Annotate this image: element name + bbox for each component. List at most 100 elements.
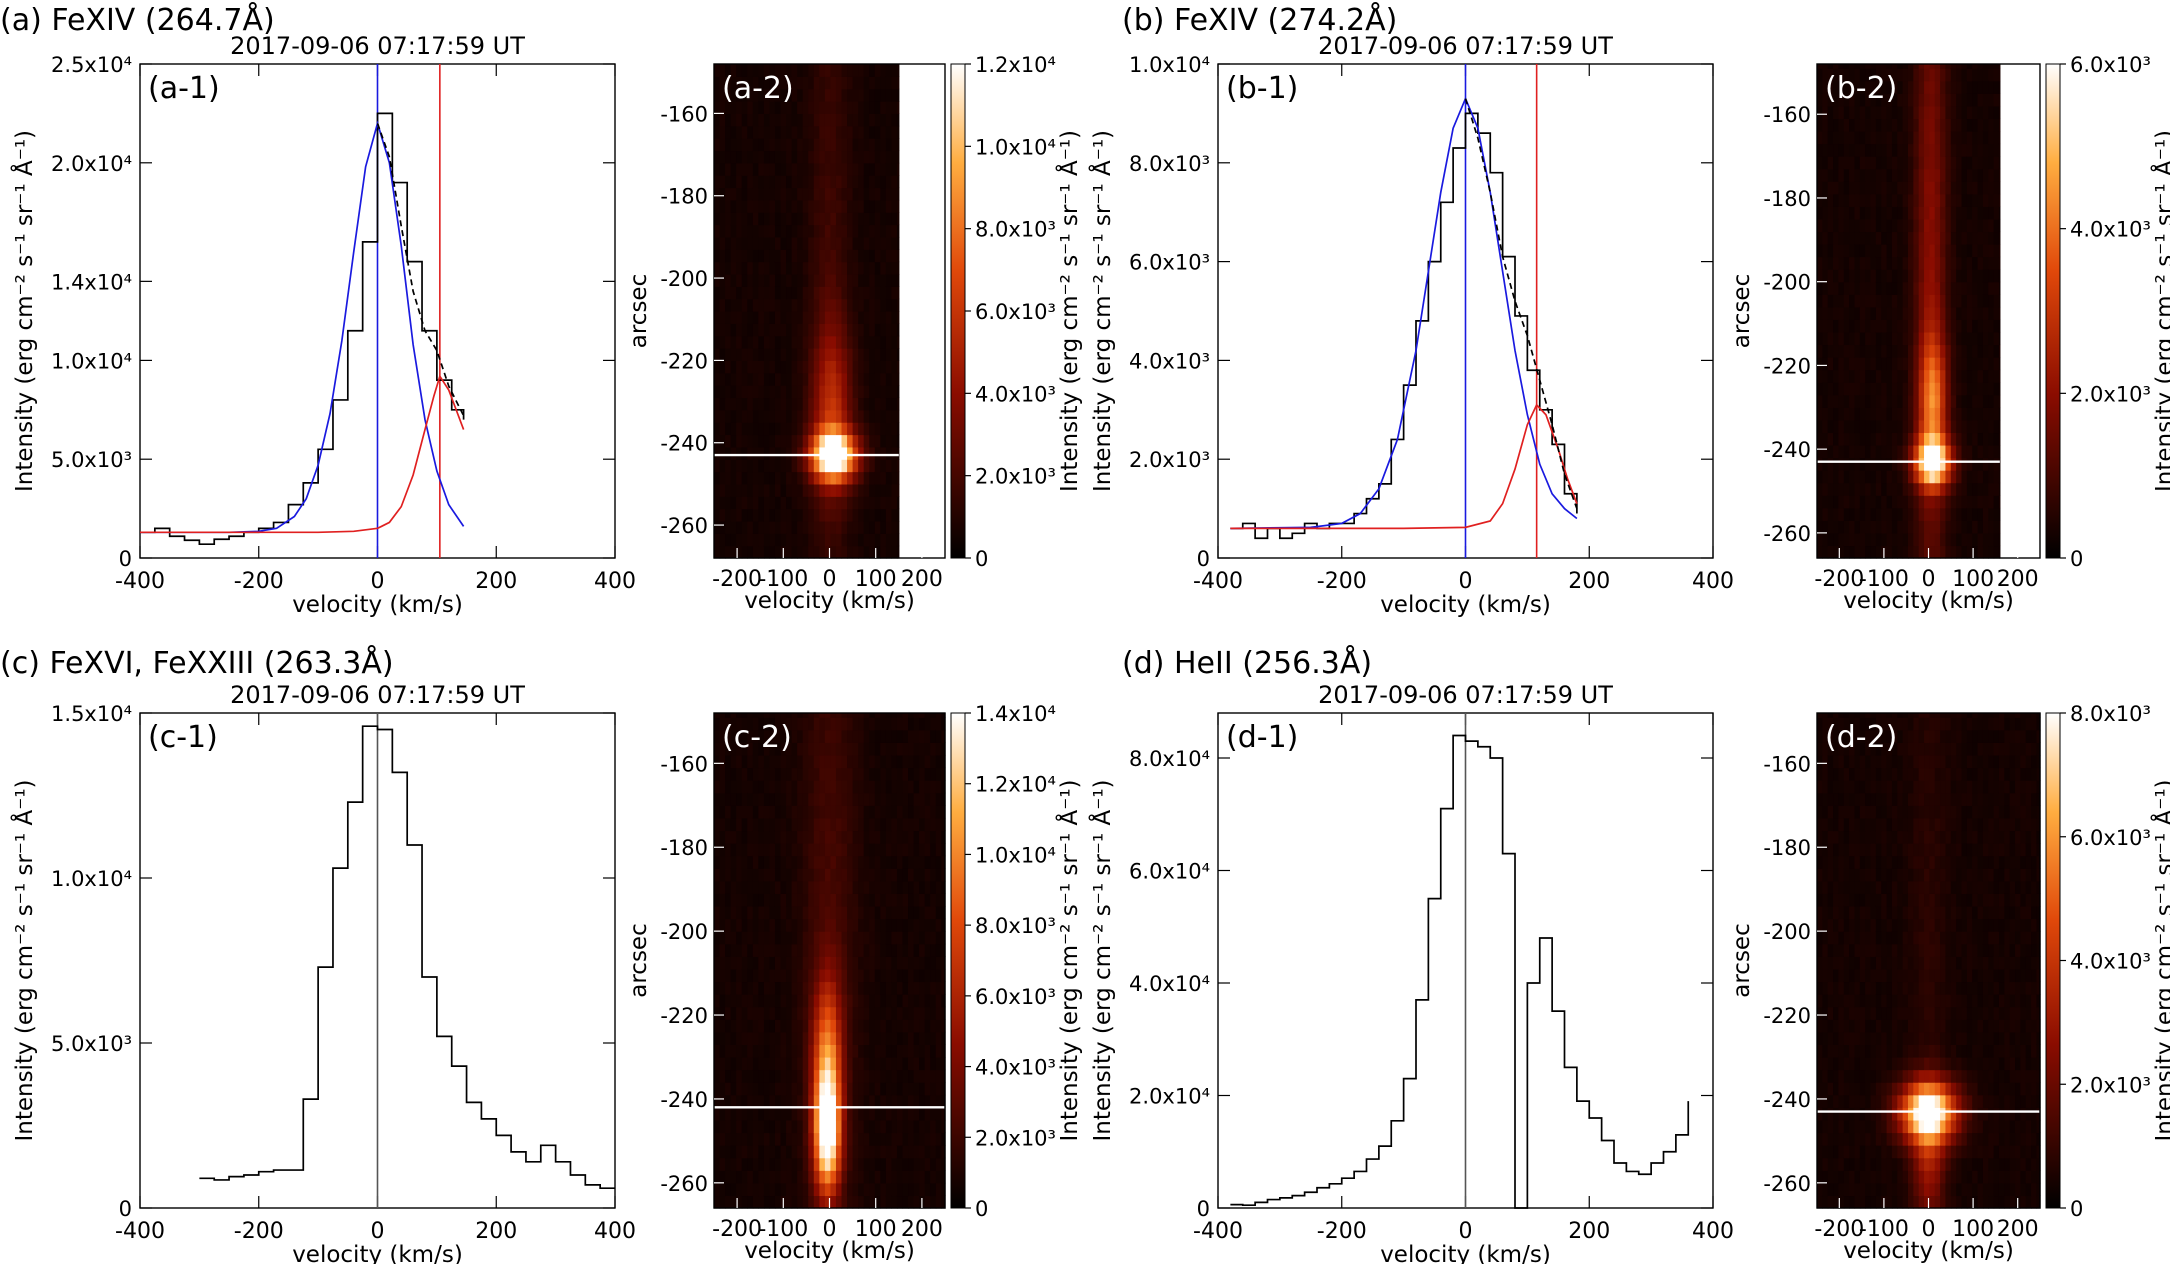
heatmap-pixel	[797, 385, 804, 399]
heatmap-pixel	[780, 843, 787, 857]
heatmap-pixel	[808, 533, 815, 547]
heatmap-pixel	[1961, 256, 1968, 270]
heatmap-pixel	[1875, 193, 1882, 207]
heatmap-pixel	[1817, 805, 1823, 819]
heatmap-pixel	[1817, 830, 1823, 844]
heatmap-pixel	[747, 1132, 754, 1146]
heatmap-pixel	[1822, 68, 1829, 82]
heatmap-pixel	[1924, 407, 1930, 421]
heatmap-pixel	[1833, 1031, 1840, 1045]
heatmap-pixel	[808, 162, 815, 176]
heatmap-pixel	[896, 125, 900, 139]
heatmap-pixel	[924, 717, 931, 731]
heatmap-pixel	[847, 323, 854, 337]
heatmap-pixel	[835, 335, 843, 349]
heatmap-pixel	[1822, 168, 1829, 182]
heatmap-pixel	[1822, 394, 1829, 408]
heatmap-pixel	[786, 360, 793, 374]
heatmap-pixel	[1833, 444, 1840, 459]
heatmap-pixel	[1849, 1044, 1856, 1058]
heatmap-pixel	[813, 335, 820, 349]
heatmap-pixel	[1966, 156, 1973, 170]
heatmap-pixel	[714, 968, 721, 983]
heatmap-pixel	[1966, 181, 1973, 195]
heatmap-pixel	[786, 905, 793, 920]
heatmap-pixel	[1988, 118, 1995, 132]
heatmap-pixel	[824, 64, 832, 77]
heatmap-pixel	[924, 805, 931, 819]
heatmap-pixel	[730, 483, 737, 497]
heatmap-pixel	[1865, 520, 1872, 534]
heatmap-pixel	[1875, 156, 1882, 170]
heatmap-pixel	[730, 360, 737, 374]
heatmap-pixel	[791, 780, 798, 794]
heatmap-pixel	[824, 175, 832, 189]
heatmap-pixel	[830, 397, 837, 411]
heatmap-pixel	[880, 162, 887, 176]
heatmap-pixel	[941, 893, 946, 907]
heatmap-pixel	[1854, 118, 1861, 132]
heatmap-pixel	[1993, 432, 2000, 446]
heatmap-pixel	[847, 496, 854, 510]
heatmap-pixel	[885, 471, 893, 485]
heatmap-pixel	[1998, 331, 2001, 346]
heatmap-pixel	[1838, 244, 1845, 258]
heatmap-pixel	[874, 236, 881, 250]
heatmap-pixel	[835, 1019, 843, 1033]
heatmap-pixel	[835, 805, 843, 819]
heatmap-pixel	[830, 64, 837, 77]
heatmap-pixel	[863, 446, 870, 460]
heatmap-pixel	[835, 113, 843, 127]
x-axis-label: velocity (km/s)	[1380, 592, 1551, 618]
y-tick-label: -200	[660, 267, 708, 291]
x-tick-label: 200	[1997, 567, 2039, 592]
heatmap-pixel	[830, 754, 837, 769]
heatmap-pixel	[1827, 118, 1834, 132]
heatmap-pixel	[863, 830, 870, 844]
heatmap-pixel	[813, 956, 820, 970]
heatmap-pixel	[1881, 143, 1888, 157]
heatmap-pixel	[791, 1107, 798, 1121]
heatmap-pixel	[774, 1006, 782, 1020]
heatmap-pixel	[1886, 281, 1893, 295]
heatmap-pixel	[736, 459, 743, 473]
heatmap-pixel	[1897, 143, 1904, 157]
heatmap-pixel	[1822, 1082, 1829, 1096]
heatmap-pixel	[769, 311, 776, 324]
heatmap-pixel	[874, 446, 881, 460]
heatmap-pixel	[1817, 1119, 1823, 1134]
heatmap-pixel	[719, 1082, 726, 1096]
heatmap-pixel	[725, 956, 732, 970]
colorbar-tick-label: 1.2x10⁴	[975, 53, 1056, 77]
heatmap-pixel	[1907, 105, 1914, 120]
heatmap-pixel	[1827, 306, 1834, 320]
heatmap-pixel	[763, 780, 771, 794]
heatmap-pixel	[930, 1006, 937, 1020]
heatmap-pixel	[780, 780, 787, 794]
heatmap-pixel	[741, 545, 748, 559]
heatmap-pixel	[780, 372, 787, 386]
heatmap-pixel	[714, 1006, 721, 1020]
heatmap-pixel	[869, 1069, 876, 1083]
heatmap-pixel	[1907, 520, 1914, 534]
heatmap-pixel	[1940, 306, 1947, 320]
heatmap-pixel	[725, 713, 732, 718]
heatmap-pixel	[1945, 306, 1952, 320]
heatmap-pixel	[725, 113, 732, 127]
heatmap-pixel	[780, 348, 787, 361]
plot-title: 2017-09-06 07:17:59 UT	[1318, 32, 1613, 60]
heatmap-pixel	[802, 1145, 809, 1159]
heatmap-pixel	[896, 767, 904, 781]
heatmap-pixel	[747, 360, 754, 374]
heatmap-pixel	[930, 1145, 937, 1159]
heatmap-pixel	[1817, 156, 1823, 170]
heatmap-pixel	[747, 968, 754, 983]
heatmap-pixel	[752, 64, 759, 77]
heatmap-pixel	[1966, 482, 1973, 496]
heatmap-pixel	[758, 64, 765, 77]
heatmap-pixel	[802, 249, 809, 263]
heatmap-pixel	[725, 943, 732, 957]
heatmap-pixel	[863, 1019, 870, 1033]
heatmap-pixel	[1998, 143, 2001, 157]
heatmap-pixel	[1822, 369, 1829, 383]
